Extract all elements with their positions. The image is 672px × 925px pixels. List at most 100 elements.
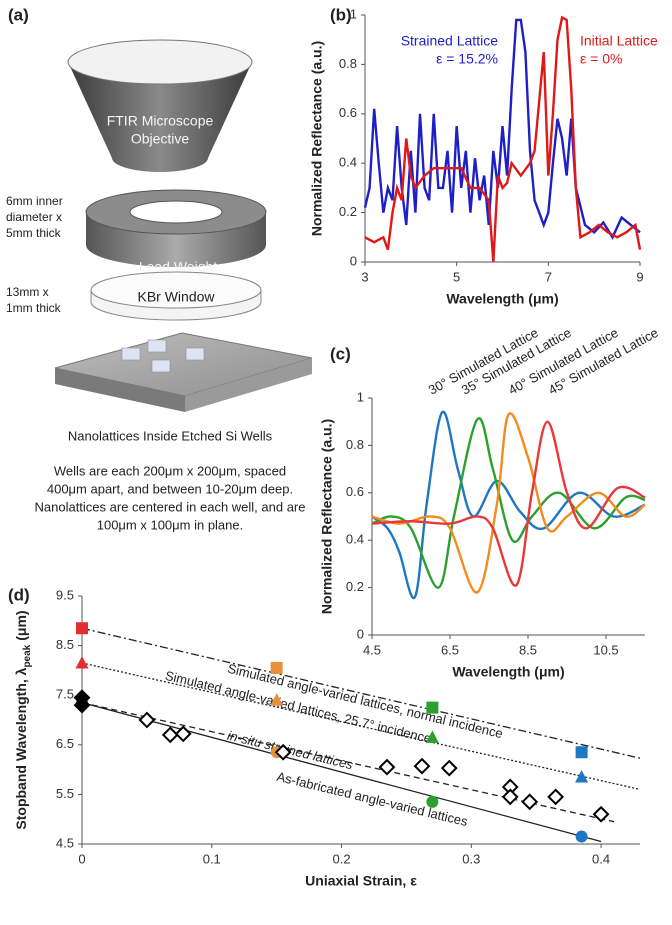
legend-label: Initial Lattice [580, 33, 658, 49]
x-tick-label: 8.5 [519, 642, 537, 657]
nanolattices [121, 339, 205, 373]
y-axis-title: Normalized Reflectance (a.u.) [309, 41, 325, 236]
y-tick-label: 0.2 [339, 204, 357, 219]
marker-diamond [547, 788, 565, 806]
objective-lens [67, 39, 253, 85]
x-tick-label: 7 [545, 269, 552, 284]
x-tick-label: 0.4 [592, 851, 610, 866]
substrate-side [185, 358, 312, 412]
substrate-side [55, 368, 185, 412]
weight-note: 6mm inner [6, 194, 63, 208]
y-tick-label: 4.5 [56, 835, 74, 850]
marker-triangle [270, 693, 284, 706]
legend-label: Strained Lattice [401, 33, 498, 49]
weight-note: 5mm thick [6, 226, 62, 240]
marker-diamond [174, 725, 192, 743]
panel-label: (a) [8, 5, 29, 24]
panel-a: (a) FTIR Microscope Objective Lead Weigh… [6, 5, 313, 532]
x-axis-title: Uniaxial Strain, ε [305, 873, 417, 889]
marker-diamond [138, 711, 156, 729]
series-annotation: ε = 15.2% [436, 51, 498, 67]
marker-square [426, 701, 439, 714]
marker-diamond [161, 726, 179, 744]
y-axis-title-subscript: peak [22, 644, 33, 667]
window-note: 1mm thick [6, 301, 62, 315]
diagram-description: 100μm x 100μm in plane. [97, 517, 244, 532]
data-line [371, 420, 646, 587]
objective-body [68, 62, 252, 172]
x-tick-label: 5 [453, 269, 460, 284]
window-note: 13mm x [6, 285, 49, 299]
line-annotation: in-situ strained lattices [226, 728, 355, 773]
marker-triangle [425, 730, 439, 743]
x-tick-label: 0.1 [203, 851, 221, 866]
marker-triangle [575, 770, 589, 783]
x-tick-label: 3 [361, 269, 368, 284]
y-axis-title-text: Stopband Wavelength, λ [13, 667, 29, 829]
x-tick-label: 0.2 [332, 851, 350, 866]
window-label: KBr Window [137, 289, 215, 305]
y-axis-title-unit: (μm) [13, 610, 29, 640]
marker-diamond [592, 805, 610, 823]
y-tick-label: 0.6 [339, 105, 357, 120]
marker-square [76, 622, 88, 635]
y-tick-label: 7.5 [56, 687, 74, 702]
marker-square [575, 746, 588, 759]
diagram-caption: Nanolattices Inside Etched Si Wells [68, 428, 273, 443]
x-axis-title: Wavelength (μm) [446, 291, 558, 307]
weight-note: diameter x [6, 210, 62, 224]
panel-label: (c) [330, 344, 351, 363]
data-line [81, 662, 641, 791]
y-tick-label: 5.5 [56, 786, 74, 801]
y-tick-label: 0.8 [339, 56, 357, 71]
panel-label: (d) [8, 585, 30, 604]
marker-triangle [75, 655, 89, 669]
x-tick-label: 9 [636, 269, 643, 284]
data-line [364, 15, 642, 263]
marker-diamond [274, 743, 292, 761]
marker-diamond [73, 696, 91, 714]
marker-diamond [501, 788, 519, 806]
diagram-description: 400μm apart, and between 10-20μm deep. [47, 481, 293, 496]
x-tick-label: 6.5 [441, 642, 459, 657]
y-axis-title: Normalized Reflectance (a.u.) [319, 419, 335, 614]
series-annotation: ε = 0% [580, 51, 622, 67]
y-tick-label: 0.8 [346, 437, 364, 452]
x-axis-title: Wavelength (μm) [452, 664, 564, 680]
x-tick-label: 10.5 [593, 642, 618, 657]
diagram-description: Wells are each 200μm x 200μm, spaced [54, 463, 286, 478]
objective-label: Objective [131, 131, 190, 147]
marker-circle [575, 830, 588, 843]
panel-label: (b) [330, 5, 352, 24]
y-tick-label: 0.2 [346, 579, 364, 594]
data-line [371, 417, 646, 589]
data-line [81, 702, 602, 843]
window-top [90, 271, 262, 309]
weight-label: Lead Weight [139, 259, 217, 275]
y-tick-label: 6.5 [56, 736, 74, 751]
y-tick-label: 0 [350, 253, 357, 268]
marker-diamond [440, 759, 458, 777]
y-tick-label: 0.4 [346, 532, 364, 547]
x-tick-label: 0.3 [462, 851, 480, 866]
y-tick-label: 0.6 [346, 484, 364, 499]
y-tick-label: 8.5 [56, 637, 74, 652]
objective-label: FTIR Microscope [107, 113, 214, 129]
y-tick-label: 9.5 [56, 587, 74, 602]
diagram-description: Nanolattices are centered in each well, … [35, 499, 306, 514]
y-axis-title: Stopband Wavelength, λpeak (μm) [13, 610, 33, 829]
weight-hole [129, 200, 223, 224]
data-line [371, 412, 646, 594]
marker-diamond [521, 793, 539, 811]
x-tick-label: 0 [78, 851, 85, 866]
marker-circle [426, 795, 439, 808]
y-tick-label: 1 [350, 6, 357, 21]
marker-square [270, 661, 283, 674]
marker-diamond [413, 757, 431, 775]
x-tick-label: 4.5 [363, 642, 381, 657]
y-tick-label: 1 [357, 389, 364, 404]
data-line [363, 18, 641, 240]
y-tick-label: 0 [357, 626, 364, 641]
marker-diamond [378, 758, 396, 776]
